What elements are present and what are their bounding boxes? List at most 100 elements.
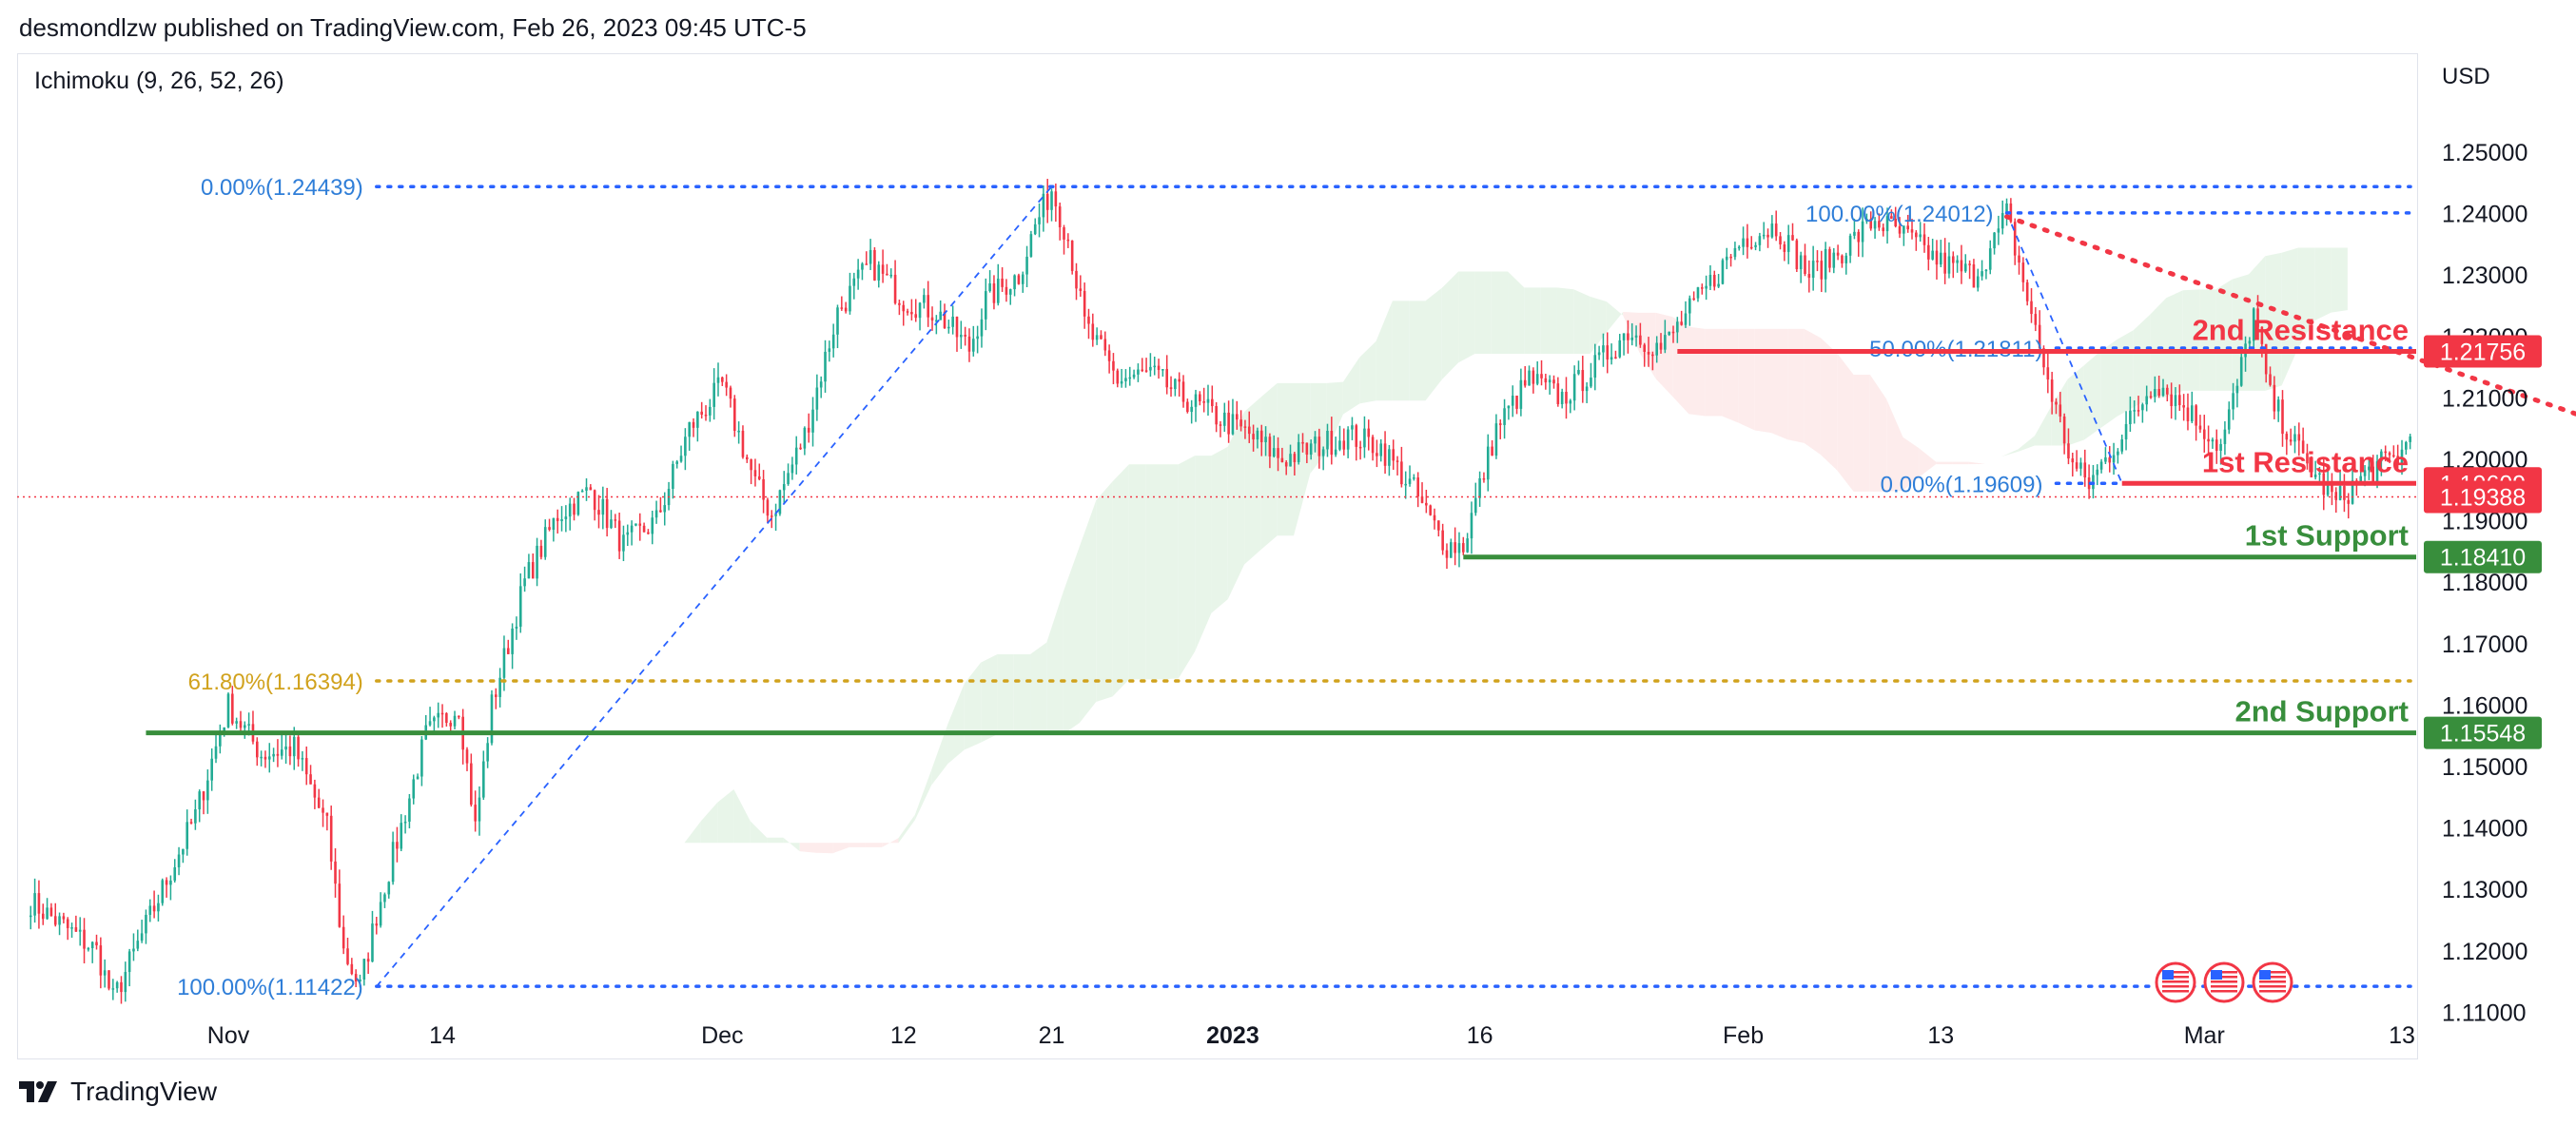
candle-body xyxy=(2380,451,2383,462)
candle-body xyxy=(849,285,851,312)
candle-body xyxy=(1779,236,1782,244)
candle-body xyxy=(2145,396,2148,405)
indicator-legend[interactable]: Ichimoku (9, 26, 52, 26) xyxy=(34,68,284,94)
candle xyxy=(1326,423,1329,457)
candle xyxy=(2050,371,2054,415)
cloud-segment xyxy=(750,821,768,844)
candle xyxy=(536,537,538,587)
candle xyxy=(1141,358,1144,373)
candle-body xyxy=(2273,384,2276,412)
tradingview-footer[interactable]: TradingView xyxy=(19,1077,217,1107)
candle-body xyxy=(828,348,831,352)
candle-body xyxy=(1454,542,1456,553)
candle-body xyxy=(518,586,522,627)
candle-body xyxy=(1729,256,1732,259)
candle xyxy=(1647,337,1650,367)
candle xyxy=(2405,440,2408,456)
candle-body xyxy=(53,916,57,925)
candle-body xyxy=(74,927,78,932)
candle xyxy=(737,421,740,444)
candle xyxy=(2062,413,2066,455)
candle-body xyxy=(2174,395,2177,407)
time-axis[interactable]: Nov 14 Dec 12 21 2023 16 Feb 13 Mar 13 xyxy=(207,1022,2415,1049)
candle xyxy=(1766,228,1769,248)
price-axis[interactable]: 1.250001.240001.230001.220001.210001.200… xyxy=(2424,140,2542,1026)
candle-body xyxy=(490,694,494,744)
candle xyxy=(1215,401,1218,433)
candle-body xyxy=(1618,340,1622,358)
candle-body xyxy=(145,914,147,934)
candle xyxy=(396,826,399,863)
candle-body xyxy=(634,523,637,526)
chart-frame xyxy=(17,53,2418,1059)
candle xyxy=(840,296,844,311)
candle-body xyxy=(267,756,271,760)
candle xyxy=(2034,306,2038,332)
candle xyxy=(684,428,687,471)
candle-body xyxy=(1671,331,1675,334)
candle xyxy=(424,714,428,741)
candle xyxy=(1174,378,1177,397)
candle-body xyxy=(276,753,280,756)
candle-body xyxy=(1001,278,1004,287)
candle xyxy=(2018,245,2020,275)
candle xyxy=(1433,508,1436,530)
cloud-segment xyxy=(1655,312,1673,397)
candle-body xyxy=(428,721,432,726)
candle xyxy=(2013,218,2017,265)
candle xyxy=(597,495,600,529)
candle xyxy=(2306,443,2309,470)
candle-body xyxy=(1712,275,1716,287)
candle xyxy=(1005,279,1008,302)
candle-body xyxy=(955,316,959,338)
candle xyxy=(251,710,255,745)
candle-body xyxy=(605,498,609,529)
economic-events[interactable] xyxy=(2155,961,2293,1003)
cloud-segment xyxy=(553,936,570,943)
candle-body xyxy=(511,628,514,654)
candle xyxy=(474,790,477,832)
cloud-segment xyxy=(2232,274,2250,391)
candle-body xyxy=(844,307,848,312)
candle xyxy=(2239,349,2243,387)
candle xyxy=(1264,426,1267,456)
candle xyxy=(2223,420,2227,456)
candle xyxy=(766,497,770,523)
candle xyxy=(1894,206,1897,228)
candle-body xyxy=(1029,234,1033,257)
candle xyxy=(2235,379,2239,408)
candle-body xyxy=(568,503,572,517)
candle-body xyxy=(132,948,135,952)
time-tick-label: 2023 xyxy=(1206,1022,1259,1049)
candle xyxy=(1420,482,1424,504)
candle-body xyxy=(741,430,745,457)
candle xyxy=(1079,275,1083,297)
candle-body xyxy=(2281,399,2284,435)
candle xyxy=(651,511,654,545)
candle xyxy=(1199,391,1201,406)
candle xyxy=(1688,295,1691,326)
candle xyxy=(37,880,41,929)
time-tick-label: Feb xyxy=(1723,1022,1764,1049)
candle xyxy=(1634,325,1638,347)
fib-level-label: 61.80%(1.16394) xyxy=(188,670,363,695)
candle-body xyxy=(2388,453,2391,456)
candle xyxy=(753,458,757,487)
candle-body xyxy=(1383,443,1387,466)
cloud-segment xyxy=(1013,653,1031,735)
candle xyxy=(2145,385,2148,412)
cloud-segment xyxy=(1096,481,1113,702)
cloud-segment xyxy=(1968,461,1986,465)
flag-canton xyxy=(2162,970,2174,980)
candle xyxy=(992,275,996,310)
candle xyxy=(2269,366,2272,387)
cloud-segment xyxy=(1244,397,1261,565)
candle-body xyxy=(1614,357,1617,359)
candle-body xyxy=(2190,405,2194,421)
candle xyxy=(865,251,868,265)
candle-body xyxy=(1413,477,1415,479)
candle xyxy=(2227,401,2231,435)
candle-body xyxy=(2166,387,2169,395)
candle-body xyxy=(893,274,897,303)
